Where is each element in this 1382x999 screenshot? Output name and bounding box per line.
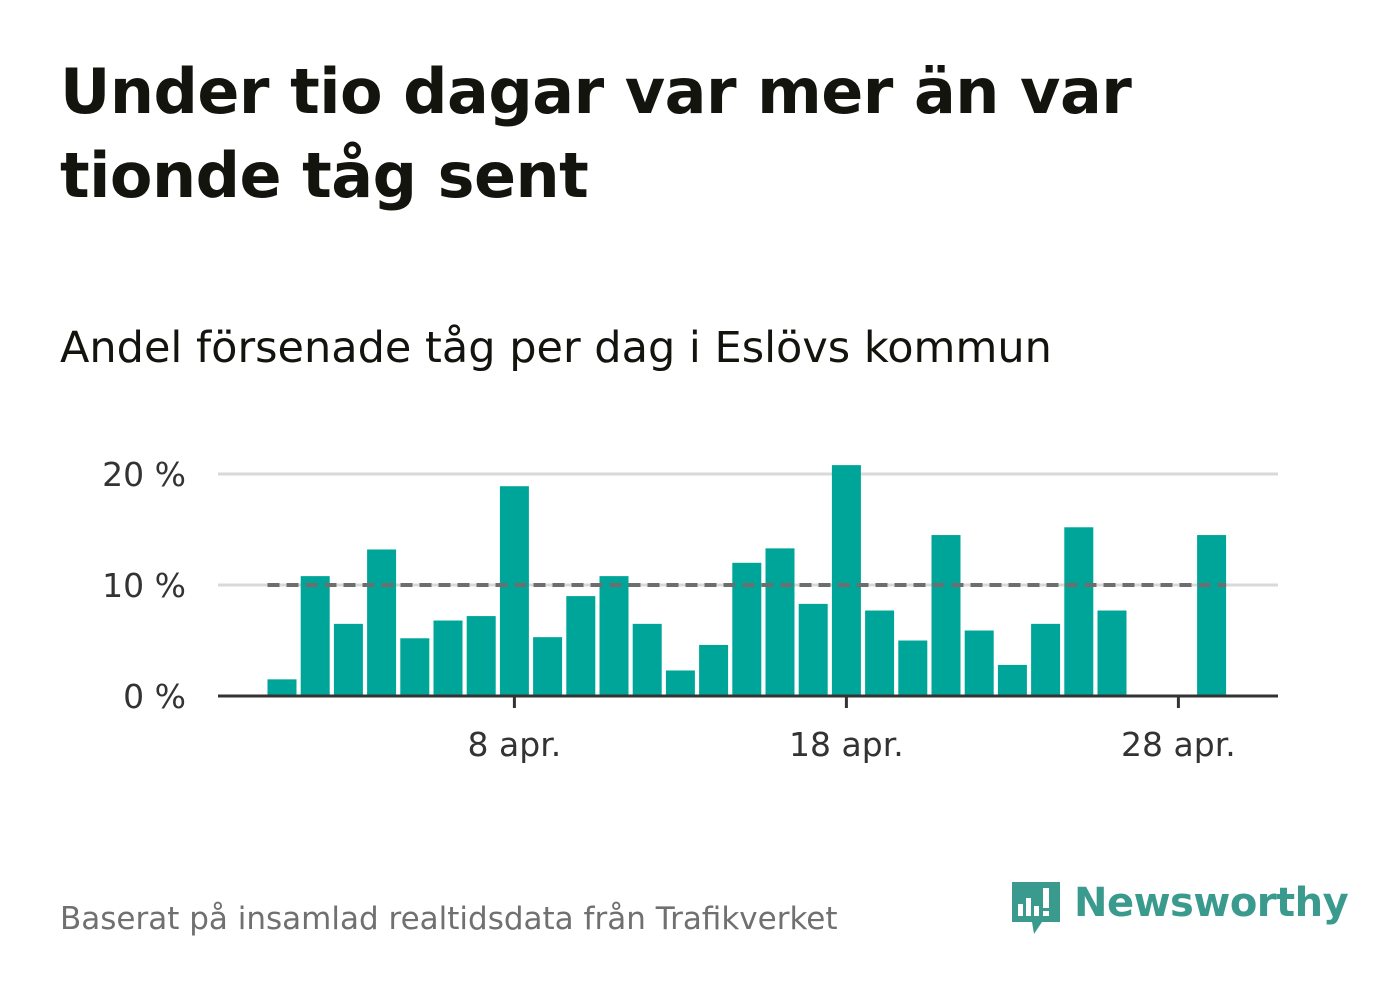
bar [1031, 624, 1060, 696]
x-tick-label: 18 apr. [789, 725, 904, 764]
bars [268, 465, 1227, 696]
x-tick-label: 8 apr. [468, 725, 562, 764]
bar [799, 604, 828, 696]
newsworthy-chart-bubble-icon [1008, 876, 1064, 940]
bar [268, 679, 297, 696]
bar-chart: 0 % 10 % 20 % 8 apr. 18 apr. 28 apr. [0, 430, 1382, 790]
bar [467, 616, 496, 696]
x-axis [218, 696, 1278, 708]
y-axis-tick-labels: 0 % 10 % 20 % [102, 455, 186, 716]
y-tick-label: 0 % [123, 677, 186, 716]
y-tick-label: 20 % [102, 455, 186, 494]
x-tick-label: 28 apr. [1121, 725, 1236, 764]
x-axis-tick-labels: 8 apr. 18 apr. 28 apr. [468, 725, 1236, 764]
source-note: Baserat på insamlad realtidsdata från Tr… [60, 898, 838, 940]
bar [301, 576, 330, 696]
bar [400, 638, 429, 696]
bar [666, 670, 695, 696]
bar [600, 576, 629, 696]
newsworthy-logo: Newsworthy [1008, 876, 1348, 942]
bar [898, 641, 927, 697]
chart-subtitle: Andel försenade tåg per dag i Eslövs kom… [60, 318, 1052, 378]
bar [533, 637, 562, 696]
bar [766, 548, 795, 696]
bar [1064, 527, 1093, 696]
bar [998, 665, 1027, 696]
bar [334, 624, 363, 696]
bar [434, 621, 463, 696]
bar [367, 549, 396, 696]
bar [965, 631, 994, 696]
bar [566, 596, 595, 696]
bar [500, 486, 529, 696]
bar [832, 465, 861, 696]
bar [699, 645, 728, 696]
chart-title: Under tio dagar var mer än var tionde tå… [60, 50, 1260, 218]
bar [633, 624, 662, 696]
y-tick-label: 10 % [102, 566, 186, 605]
bar [732, 563, 761, 696]
bar [1197, 535, 1226, 696]
logo-text: Newsworthy [1074, 876, 1348, 930]
bar [932, 535, 961, 696]
bar [865, 611, 894, 696]
bar [1098, 611, 1127, 696]
